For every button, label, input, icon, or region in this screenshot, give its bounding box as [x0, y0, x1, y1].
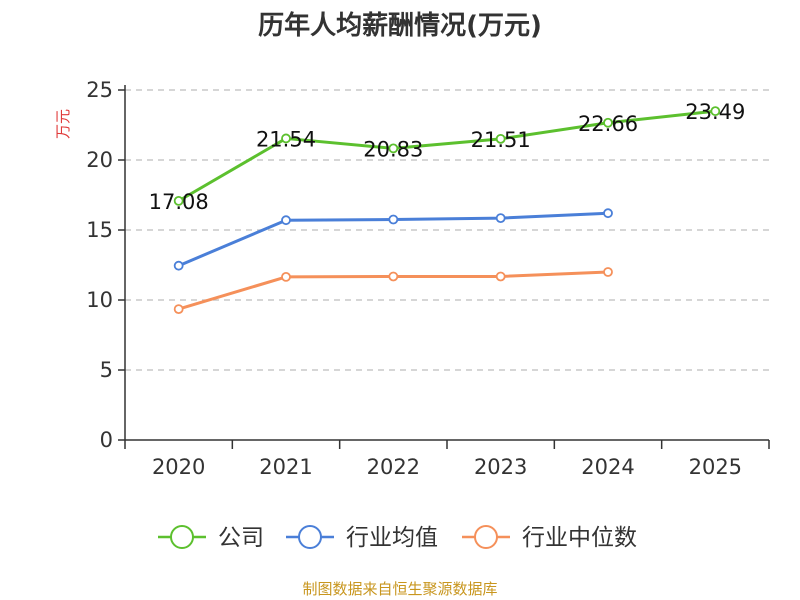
data-point[interactable]	[495, 213, 506, 224]
data-label: 21.51	[471, 128, 531, 152]
x-tick-label: 2025	[689, 455, 742, 479]
y-axis-label: 万元	[54, 109, 72, 139]
legend-label: 行业均值	[346, 525, 438, 551]
chart-title: 历年人均薪酬情况(万元)	[258, 10, 542, 41]
series-0: 17.08 21.54 20.83 21.51 22.66 23.49	[149, 100, 746, 214]
x-tick-label: 2023	[474, 455, 527, 479]
data-point[interactable]	[495, 133, 506, 144]
data-point[interactable]	[173, 195, 184, 206]
data-point[interactable]	[173, 304, 184, 315]
series-line	[177, 109, 716, 203]
x-tick-label: 2024	[581, 455, 634, 479]
data-point[interactable]	[388, 271, 399, 282]
legend-label: 行业中位数	[522, 525, 637, 551]
legend-marker-icon	[298, 525, 322, 549]
source-footer: 制图数据来自恒生聚源数据库	[302, 580, 497, 598]
series-2	[173, 267, 613, 315]
data-label: 17.08	[149, 190, 209, 214]
y-tick-label: 10	[86, 288, 113, 312]
x-tick-label: 2020	[152, 455, 205, 479]
data-point[interactable]	[495, 271, 506, 282]
data-label: 20.83	[363, 137, 423, 161]
y-tick-labels: 0 5 10 15 20 25	[86, 78, 113, 452]
legend-item-0[interactable]: 公司	[158, 525, 264, 551]
y-tick-label: 20	[86, 148, 113, 172]
gridlines	[125, 89, 769, 371]
legend[interactable]: 公司 行业均值 行业中位数	[158, 525, 637, 551]
axes	[118, 85, 770, 449]
x-tick-label: 2021	[259, 455, 312, 479]
data-point[interactable]	[388, 214, 399, 225]
x-tick-label: 2022	[367, 455, 420, 479]
series-1	[173, 208, 613, 271]
legend-item-2[interactable]: 行业中位数	[462, 525, 637, 551]
y-tick-label: 5	[100, 358, 113, 382]
data-point[interactable]	[603, 267, 613, 277]
y-tick-label: 25	[86, 78, 113, 102]
series-layer: 17.08 21.54 20.83 21.51 22.66 23.49	[149, 100, 746, 315]
y-tick-label: 15	[86, 218, 113, 242]
data-point[interactable]	[281, 215, 291, 226]
y-tick-label: 0	[100, 428, 113, 452]
data-point[interactable]	[173, 260, 184, 271]
legend-item-1[interactable]: 行业均值	[286, 525, 438, 551]
x-tick-labels: 2020 2021 2022 2023 2024 2025	[152, 455, 742, 479]
data-label: 23.49	[685, 100, 745, 124]
data-label: 21.54	[256, 127, 316, 151]
legend-marker-icon	[170, 525, 194, 549]
data-point[interactable]	[603, 208, 613, 219]
legend-marker-icon	[474, 525, 498, 549]
data-label: 22.66	[578, 112, 638, 136]
data-point[interactable]	[710, 106, 721, 117]
data-point[interactable]	[281, 271, 291, 282]
legend-label: 公司	[218, 525, 264, 551]
data-point[interactable]	[388, 143, 399, 154]
data-point[interactable]	[281, 133, 291, 144]
data-point[interactable]	[603, 117, 613, 128]
